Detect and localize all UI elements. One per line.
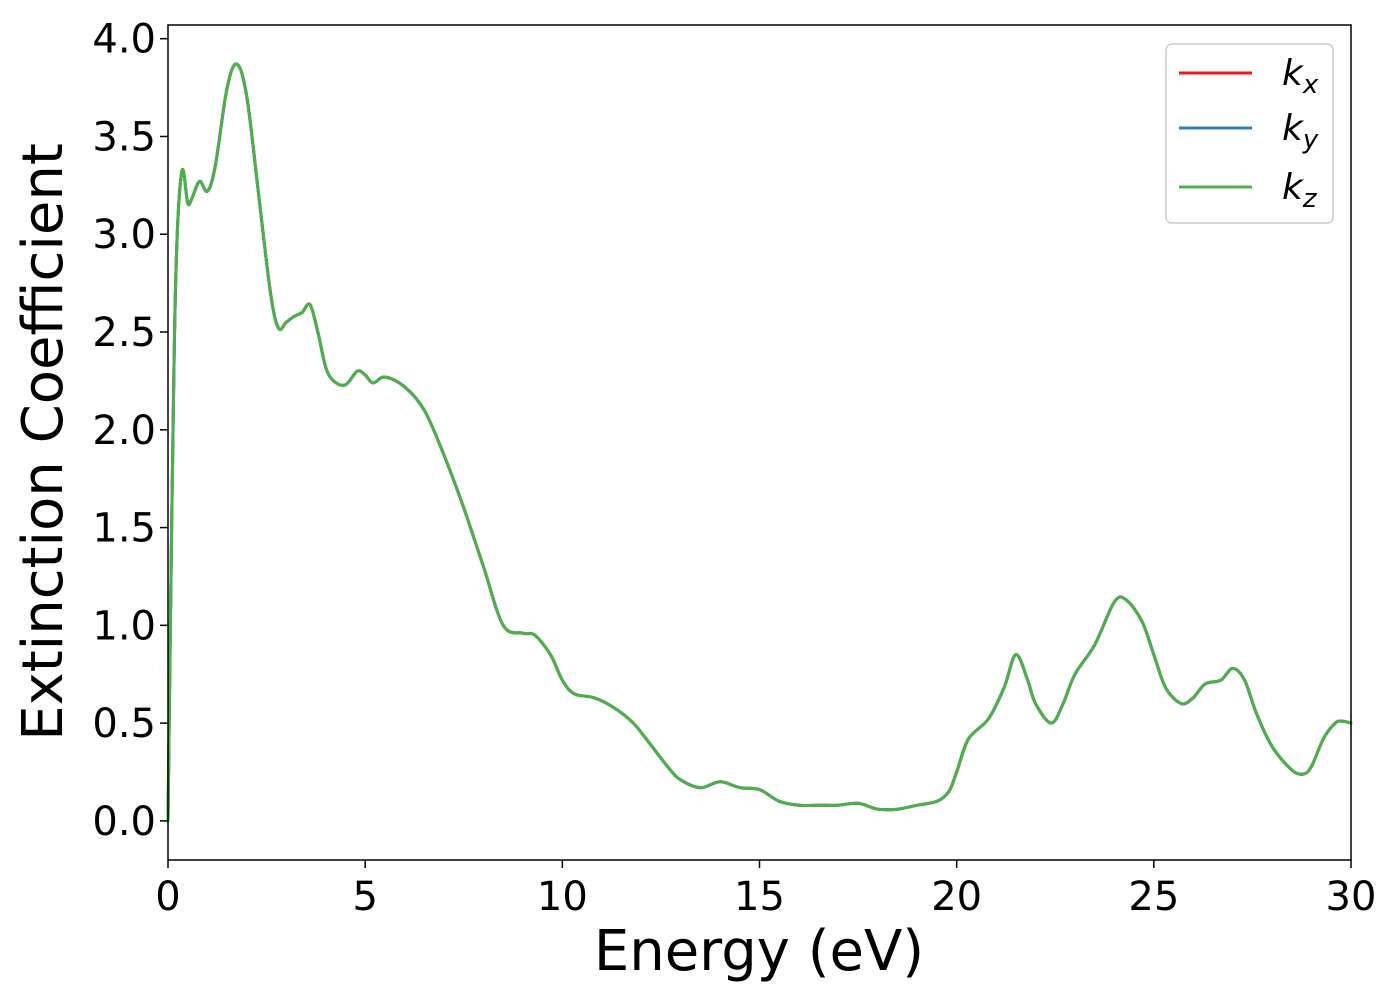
y-axis: 0.0 0.5 1.0 1.5 2.0 2.5 3.0 3.5 4.0 — [92, 17, 168, 845]
y-tick-label: 3.5 — [92, 114, 156, 160]
y-tick-label: 0.0 — [92, 799, 156, 845]
y-tick-label: 3.0 — [92, 212, 156, 258]
legend: kx ky kz — [1165, 43, 1334, 224]
legend-label-kz: kz — [1282, 167, 1318, 214]
x-tick-label: 10 — [537, 874, 588, 920]
x-tick-label: 5 — [352, 874, 377, 920]
legend-label-kx: kx — [1282, 53, 1319, 100]
y-tick-label: 2.0 — [92, 408, 156, 454]
series-layer — [166, 62, 1353, 823]
y-tick-label: 1.5 — [92, 506, 156, 552]
x-tick-label: 25 — [1128, 874, 1179, 920]
legend-box — [1165, 43, 1334, 224]
legend-label-ky: ky — [1282, 108, 1319, 155]
x-tick-label: 20 — [931, 874, 982, 920]
y-tick-label: 1.0 — [92, 603, 156, 649]
y-tick-label: 2.5 — [92, 310, 156, 356]
x-axis: 0 5 10 15 20 25 30 — [155, 860, 1376, 920]
x-tick-label: 0 — [155, 874, 180, 920]
y-axis-title: Extinction Coefficient — [11, 143, 76, 741]
x-axis-title: Energy (eV) — [594, 919, 924, 984]
x-tick-label: 15 — [734, 874, 785, 920]
y-tick-label: 0.5 — [92, 701, 156, 747]
series-line-k-z — [166, 62, 1353, 823]
x-tick-label: 30 — [1326, 874, 1377, 920]
y-tick-label: 4.0 — [92, 17, 156, 63]
